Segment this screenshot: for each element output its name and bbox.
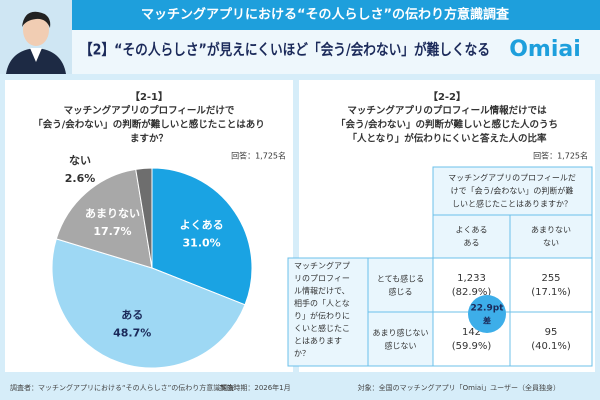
banner-bg xyxy=(72,0,600,30)
badge-value: 22.9pt xyxy=(471,304,505,314)
row-label: あまり感じない xyxy=(373,328,429,338)
col-label: あまりない xyxy=(531,226,571,235)
table-value: 255 xyxy=(541,273,560,284)
table-cell xyxy=(367,257,434,313)
question-line: ますか？ xyxy=(130,133,168,145)
slice-value: 31.0% xyxy=(183,236,221,249)
slice-label: ない xyxy=(69,154,91,167)
footer-target: 対象：全国のマッチングアプリ「Omiai」ユーザー（全員独身） xyxy=(358,383,560,392)
table-value: 95 xyxy=(545,327,558,338)
portrait xyxy=(0,0,72,74)
table-cell xyxy=(509,257,593,313)
col-label: ない xyxy=(543,239,559,248)
row-header: くいと感じたこ xyxy=(294,323,350,333)
table-value: 142 xyxy=(462,327,481,338)
footer-period: 実施時期：2026年1月 xyxy=(219,383,290,392)
table-cell xyxy=(509,214,593,259)
slice-value: 2.6% xyxy=(65,172,96,185)
col-header: マッチングアプリのプロフィールだ xyxy=(448,173,576,183)
question-line: 「人となり」が伝わりにくいと答えた人の比率 xyxy=(347,133,547,145)
question-line: 「会う/会わない」の判断が難しいと感じたことはあり xyxy=(33,119,264,131)
panel-label: 【2-1】 xyxy=(130,90,168,103)
row-header: か？ xyxy=(294,349,310,358)
row-label: 感じる xyxy=(389,287,413,297)
question-line: マッチングアプリのプロフィールだけで xyxy=(64,105,235,117)
row-header: とはあります xyxy=(294,337,342,346)
table-cell xyxy=(367,311,434,367)
row-header: ル情報だけで、 xyxy=(294,286,350,296)
slice-label: ある xyxy=(121,309,143,322)
col-label: ある xyxy=(464,239,480,248)
slice-value: 48.7% xyxy=(113,327,151,340)
table-cell xyxy=(287,257,369,367)
table-value: (82.9%) xyxy=(452,287,492,298)
pie-slice xyxy=(51,238,246,369)
banner-title: マッチングアプリにおける“その人らしさ”の伝わり方意識調査 xyxy=(141,7,510,23)
table-cell xyxy=(432,166,593,216)
row-header: り」が伝わりに xyxy=(294,311,350,321)
table-value: 1,233 xyxy=(457,273,486,284)
pie-slice xyxy=(151,167,253,306)
row-header: 相手の「人とな xyxy=(294,298,350,308)
footer-surveyor: 調査者：マッチングアプリにおける“その人らしさ”の伝わり方意識調査 xyxy=(10,383,234,392)
headline: 【2】“その人らしさ”が見えにくいほど「会う/会わない」が難しくなる xyxy=(80,41,490,59)
row-header: リのプロフィー xyxy=(294,274,350,283)
pie-slice xyxy=(135,167,153,269)
badge xyxy=(468,295,506,333)
respondents: 回答：1,725名 xyxy=(231,151,286,161)
logo: Omiai xyxy=(509,37,581,62)
table-value: (59.9%) xyxy=(452,341,492,352)
table-cell xyxy=(509,311,593,367)
question-line: 「会う/会わない」の判断が難しいと感じた人のうち xyxy=(336,119,558,131)
table-cell xyxy=(432,214,511,259)
badge-unit: 差 xyxy=(482,316,491,326)
row-label: 感じない xyxy=(385,341,417,351)
table-value: (40.1%) xyxy=(531,341,571,352)
slice-label: あまりない xyxy=(85,207,140,220)
col-header: しいと感じたことはありますか？ xyxy=(452,199,572,209)
table-value: (17.1%) xyxy=(531,287,571,298)
respondents: 回答：1,725名 xyxy=(533,151,588,161)
panel-label: 【2-2】 xyxy=(428,90,466,103)
slice-value: 17.7% xyxy=(93,225,131,238)
slice-label: よくある xyxy=(180,218,224,231)
col-header: けで「会う/会わない」の判断が難 xyxy=(451,186,574,196)
question-line: マッチングアプリのプロフィール情報だけでは xyxy=(347,105,547,117)
row-header: マッチングアプ xyxy=(294,261,350,271)
pie-slice xyxy=(55,168,153,269)
row-label: とても感じる xyxy=(377,274,424,284)
col-label: よくある xyxy=(456,226,488,235)
